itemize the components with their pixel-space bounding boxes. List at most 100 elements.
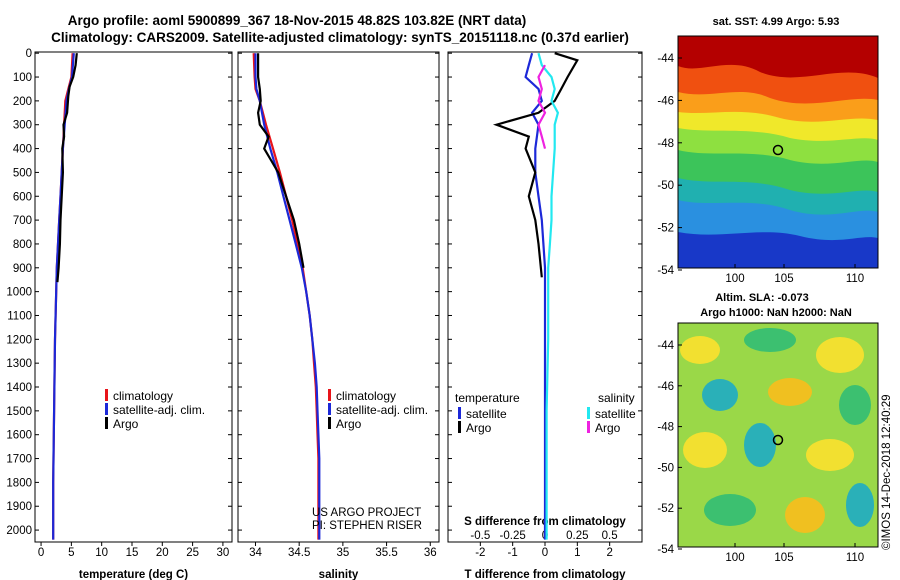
legend-swatch (328, 417, 331, 429)
series-line-temperature-satellite (524, 52, 547, 540)
title-line-2: Climatology: CARS2009. Satellite-adjuste… (51, 30, 629, 45)
legend-label: satellite (595, 407, 636, 421)
map-y-tick-label: -52 (657, 503, 674, 515)
sla-blob (846, 483, 874, 527)
x-tick-label: 20 (156, 547, 169, 559)
x-tick-label: 5 (68, 547, 74, 559)
footer-stamp: ©IMOS 14-Dec-2018 12:40:29 (881, 394, 893, 550)
y-tick-label: 2000 (6, 525, 32, 537)
credit-line: US ARGO PROJECT (312, 507, 421, 519)
legend-temperature-title: temperature (455, 391, 520, 405)
y-tick-label: 600 (13, 191, 32, 203)
sla-blob (680, 336, 720, 364)
legend-label: Argo (595, 421, 621, 435)
series-line-temperature-argo (492, 52, 579, 278)
legend-label: satellite (466, 407, 507, 421)
y-tick-label: 500 (13, 167, 32, 179)
map-y-tick-label: -46 (657, 381, 674, 393)
x-tick-label: 25 (186, 547, 199, 559)
legend-swatch (587, 421, 590, 433)
x2-tick-label: 0.25 (566, 530, 588, 542)
series-line-argo (56, 53, 78, 283)
y-tick-label: 1700 (6, 454, 32, 466)
y-tick-label: 1000 (6, 287, 32, 299)
sla-argo-marker (772, 434, 784, 446)
legend-swatch (328, 403, 331, 415)
sla-blob (704, 494, 756, 526)
sla-blob (768, 378, 812, 406)
temperature-frame (34, 51, 233, 543)
series-line-satellite-adj-clim- (254, 53, 321, 540)
salinity-panel: 34 34.5 35 35.5 36 salinity climatologysatelli… (237, 51, 440, 580)
sla-blob (839, 385, 871, 425)
difference-xlabel: T difference from climatology (464, 569, 626, 580)
map-x-tick-label: 110 (846, 273, 864, 285)
legend-label: climatology (336, 389, 396, 403)
legend-swatch (587, 407, 590, 419)
temperature-xlabel: temperature (deg C) (79, 569, 188, 580)
x-tick-label: 30 (217, 547, 230, 559)
sst-band-9 (678, 232, 878, 268)
sla-map-axes: 100 105 110 -44 -46 -48 -50 -52 -54 (657, 340, 864, 564)
map-y-tick-label: -44 (657, 53, 674, 65)
y-tick-label: 1300 (6, 358, 32, 370)
sst-argo-marker (772, 144, 784, 156)
x-tick-label: 10 (95, 547, 108, 559)
sla-map-title: Altim. SLA: -0.073 (715, 292, 809, 304)
y-tick-label: 300 (13, 120, 32, 132)
map-y-tick-label: -50 (657, 462, 674, 474)
map-y-tick-label: -54 (657, 265, 674, 277)
x-tick-label: 2 (606, 547, 612, 559)
sla-map-frame (677, 322, 879, 548)
salinity-xlabel: salinity (319, 569, 359, 580)
y-tick-label: 1900 (6, 501, 32, 513)
y-tick-label: 1100 (7, 310, 32, 322)
series-line-argo (256, 53, 305, 268)
sla-blob (806, 439, 854, 471)
y-tick-label: 1200 (6, 334, 32, 346)
series-line-climatology (252, 53, 320, 540)
map-y-tick-label: -46 (657, 95, 674, 107)
map-y-tick-label: -54 (657, 544, 674, 556)
legend-swatch (105, 417, 108, 429)
x2-tick-label: -0.5 (470, 530, 490, 542)
x-tick-label: 36 (424, 547, 437, 559)
credit-line: PI: STEPHEN RISER (312, 520, 422, 532)
x-tick-label: 0 (38, 547, 44, 559)
legend-swatch (105, 389, 108, 401)
y-tick-label: 0 (26, 48, 32, 60)
map-x-tick-label: 100 (725, 273, 744, 285)
x-tick-label: 35 (336, 547, 349, 559)
x-tick-label: 15 (126, 547, 139, 559)
x-tick-label: 1 (574, 547, 580, 559)
x-tick-label: -2 (475, 547, 485, 559)
x2-tick-label: -0.25 (500, 530, 526, 542)
legend-label: Argo (336, 417, 362, 431)
legend-label: Argo (113, 417, 139, 431)
sst-map: sat. SST: 4.99 Argo: 5.93 (677, 16, 879, 269)
sst-map-frame (677, 35, 879, 269)
sla-map: Altim. SLA: -0.073 Argo h1000: NaN h2000… (677, 292, 879, 548)
y-tick-label: 1500 (6, 406, 32, 418)
legend-label: satellite-adj. clim. (336, 403, 428, 417)
map-y-tick-label: -48 (657, 422, 674, 434)
salinity-frame (237, 51, 440, 543)
sla-map-subtitle: Argo h1000: NaN h2000: NaN (700, 307, 852, 319)
y-tick-label: 800 (13, 239, 32, 251)
sla-blob (785, 497, 825, 533)
x-tick-label: -1 (508, 547, 518, 559)
map-y-tick-label: -48 (657, 138, 674, 150)
map-y-tick-label: -44 (657, 340, 674, 352)
map-y-tick-label: -52 (657, 223, 674, 235)
title-line-1: Argo profile: aoml 5900899_367 18-Nov-20… (68, 13, 526, 28)
x-tick-label: 0 (542, 547, 548, 559)
y-tick-label: 1400 (6, 382, 32, 394)
series-line-salinity-satellite (537, 52, 560, 540)
map-y-tick-label: -50 (657, 180, 674, 192)
x-tick-label: 35.5 (375, 547, 397, 559)
y-tick-label: 1600 (6, 430, 32, 442)
y-tick-label: 1800 (6, 477, 32, 489)
y-tick-label: 200 (13, 96, 32, 108)
x2-tick-label: 0.5 (602, 530, 618, 542)
